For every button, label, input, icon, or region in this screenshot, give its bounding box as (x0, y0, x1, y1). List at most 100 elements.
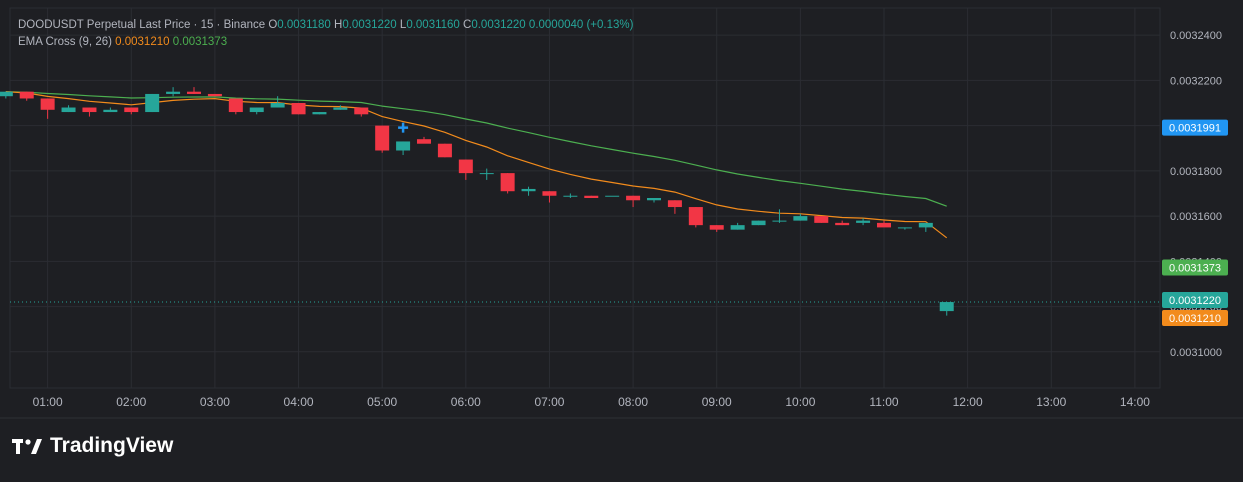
axis-layer: 0.00310000.00312000.00314000.00316000.00… (0, 30, 1243, 419)
candle-body (249, 107, 264, 113)
candle-body (82, 107, 97, 113)
brand-logo[interactable]: TradingView (12, 434, 173, 458)
candle-body (647, 198, 661, 201)
candle-body (918, 222, 933, 228)
candle-body (897, 227, 912, 229)
candle (145, 93, 160, 113)
candle-body (772, 220, 787, 222)
candle (793, 213, 808, 221)
price-label-layer: 0.0031991 0.0031373 0.0031220 0.0031210 (398, 119, 1228, 327)
candle (437, 143, 452, 158)
candle (542, 191, 557, 203)
price-tag-text: 0.0031220 (1169, 295, 1221, 307)
marker-plus-icon (398, 122, 409, 133)
price-tag-bg (1162, 310, 1228, 327)
candle-body (626, 195, 641, 201)
candle (500, 173, 515, 194)
price-tag-bg (1162, 259, 1228, 276)
candle (82, 107, 97, 117)
candle-body (479, 173, 494, 175)
candle-body (437, 143, 452, 158)
candle (458, 159, 473, 180)
candle-body (667, 200, 682, 208)
candle (772, 209, 787, 223)
candle (291, 103, 306, 115)
candle-body (19, 91, 34, 99)
candle (333, 105, 348, 110)
price-tag-text: 0.0031210 (1169, 313, 1221, 325)
close-label: C (463, 19, 472, 31)
candle (61, 105, 76, 113)
candle-layer (0, 87, 954, 316)
candle-body (228, 98, 243, 113)
candle-body (709, 225, 724, 230)
candle (249, 107, 264, 115)
x-tick-label: 12:00 (953, 395, 983, 409)
grid-layer (9, 7, 1161, 389)
chart-legend: DOODUSDT Perpetual Last Price · 15 · Bin… (18, 17, 633, 51)
candle-body (61, 107, 76, 113)
candle-body (563, 195, 578, 197)
x-tick-label: 02:00 (116, 395, 146, 409)
candle-body (124, 107, 139, 113)
y-tick-label: 0.0031000 (1170, 347, 1222, 359)
candle-body (375, 125, 390, 151)
ema-layer (5, 91, 948, 239)
price-tag-bg (1162, 119, 1228, 136)
x-tick-label: 06:00 (451, 395, 481, 409)
candle-body (793, 216, 808, 221)
candle-body (333, 107, 348, 110)
candle (688, 207, 703, 228)
candle (730, 222, 745, 230)
candle (479, 168, 494, 180)
price-tag-marker: 0.0031991 (1162, 119, 1228, 136)
y-tick-label: 0.0032200 (1170, 75, 1222, 87)
candle (856, 218, 871, 226)
candle-body (103, 109, 118, 113)
high-label: H (334, 19, 343, 31)
x-tick-label: 10:00 (785, 395, 815, 409)
candle-body (145, 93, 160, 113)
y-tick-label: 0.0031600 (1170, 211, 1222, 223)
price-tag-last-price: 0.0031220 (1162, 292, 1228, 309)
high-value: 0.0031220 (342, 19, 397, 31)
ema-slow-line (5, 91, 947, 207)
candle (751, 220, 766, 226)
legend-symbol-row: DOODUSDT Perpetual Last Price · 15 · Bin… (18, 17, 633, 34)
candle (709, 225, 724, 232)
candle-body (688, 207, 703, 226)
y-tick-label: 0.0031800 (1170, 166, 1222, 178)
low-value: 0.0031160 (406, 19, 460, 31)
candle (897, 227, 912, 230)
low-label: L (399, 19, 407, 31)
candle-body (187, 91, 201, 94)
y-tick-label: 0.0032400 (1170, 30, 1222, 42)
candle (877, 220, 891, 228)
candle (626, 195, 641, 208)
candle (563, 193, 578, 198)
symbol-title: DOODUSDT Perpetual Last Price · 15 · Bin… (18, 19, 266, 31)
tradingview-logo-icon (12, 438, 42, 454)
candle-body (605, 195, 620, 197)
candle-body (584, 195, 599, 198)
close-value: 0.0031220 (471, 19, 526, 31)
candle (521, 186, 536, 196)
brand-name: TradingView (50, 434, 174, 457)
candle (187, 87, 201, 94)
candle (40, 98, 55, 119)
candle-body (312, 112, 327, 115)
candle-body (354, 107, 369, 115)
x-tick-label: 07:00 (534, 395, 564, 409)
candle-body (166, 91, 181, 94)
price-tag-text: 0.0031373 (1169, 262, 1221, 274)
candle-body (417, 139, 431, 144)
change-value: 0.0000040 (+0.13%) (528, 19, 634, 31)
candle (312, 112, 327, 115)
x-tick-label: 04:00 (284, 395, 314, 409)
candle-body (542, 191, 557, 196)
candle (605, 195, 620, 197)
candle (667, 200, 682, 214)
candle-body (291, 103, 306, 115)
